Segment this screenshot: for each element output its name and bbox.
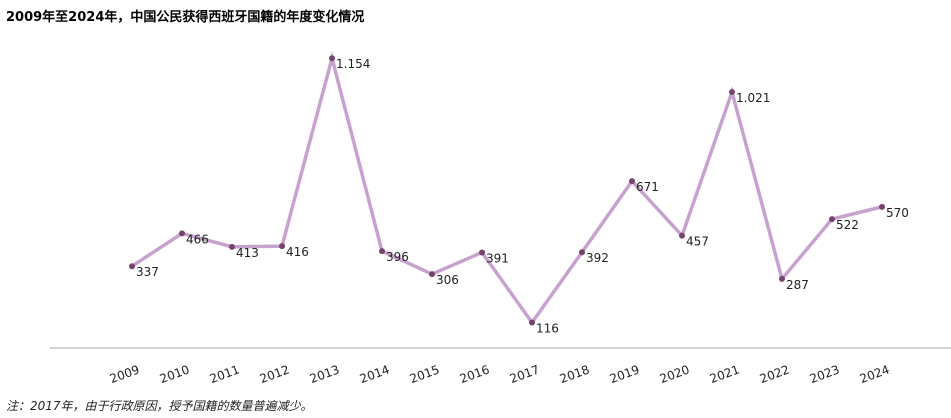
x-tick-label-2020: 2020 bbox=[658, 362, 691, 386]
data-point-2014 bbox=[379, 248, 385, 255]
x-tick-label-2023: 2023 bbox=[808, 362, 841, 386]
x-tick-label-2010: 2010 bbox=[158, 362, 191, 386]
data-point-2012 bbox=[279, 243, 285, 250]
x-tick-label-2012: 2012 bbox=[258, 362, 291, 386]
data-label-2022: 287 bbox=[786, 278, 809, 292]
data-label-2020: 457 bbox=[686, 235, 709, 249]
data-point-2019 bbox=[629, 178, 635, 185]
x-tick-label-2016: 2016 bbox=[458, 362, 491, 386]
data-point-2010 bbox=[179, 230, 185, 237]
x-tick-label-2022: 2022 bbox=[758, 362, 791, 386]
data-label-2021: 1.021 bbox=[736, 91, 770, 105]
data-point-2016 bbox=[479, 249, 485, 256]
data-point-2022 bbox=[779, 275, 785, 282]
series-line bbox=[131, 51, 883, 326]
data-label-2013: 1.154 bbox=[336, 57, 370, 71]
x-tick-label-2021: 2021 bbox=[708, 362, 741, 386]
data-point-2011 bbox=[229, 243, 235, 250]
data-label-2012: 416 bbox=[286, 245, 309, 259]
data-label-2023: 522 bbox=[836, 218, 859, 232]
x-tick-label-2017: 2017 bbox=[508, 362, 541, 386]
data-point-2024 bbox=[879, 203, 885, 210]
x-tick-label-2015: 2015 bbox=[408, 362, 441, 386]
data-label-2009: 337 bbox=[136, 265, 159, 279]
data-point-2009 bbox=[129, 263, 135, 270]
data-label-2014: 396 bbox=[386, 250, 409, 264]
x-tick-label-2018: 2018 bbox=[558, 362, 591, 386]
x-tick-label-2009: 2009 bbox=[108, 362, 141, 386]
data-points bbox=[129, 55, 885, 326]
data-point-2018 bbox=[579, 249, 585, 256]
data-labels: 337 466 413 416 1.154 396 306 391 116 392 671 457 1.… bbox=[136, 57, 909, 335]
data-label-2017: 116 bbox=[536, 321, 559, 335]
data-label-2016: 391 bbox=[486, 251, 509, 265]
x-tick-labels: 2009 2010 2011 2012 2013 2014 2015 2016 2017 2018… bbox=[108, 362, 891, 386]
x-tick-label-2019: 2019 bbox=[608, 362, 641, 386]
chart-title: 2009年至2024年，中国公民获得西班牙国籍的年度变化情况 bbox=[6, 10, 365, 25]
data-point-2021 bbox=[729, 89, 735, 96]
x-tick-label-2024: 2024 bbox=[858, 362, 891, 386]
data-point-2017 bbox=[529, 319, 535, 326]
data-label-2024: 570 bbox=[886, 206, 909, 220]
x-tick-label-2013: 2013 bbox=[308, 362, 341, 386]
data-label-2019: 671 bbox=[636, 180, 659, 194]
data-point-2013 bbox=[329, 55, 335, 62]
x-tick-label-2011: 2011 bbox=[208, 362, 241, 386]
data-point-2015 bbox=[429, 271, 435, 278]
data-label-2018: 392 bbox=[586, 251, 609, 265]
data-point-2023 bbox=[829, 216, 835, 223]
x-tick-label-2014: 2014 bbox=[358, 362, 391, 386]
data-label-2015: 306 bbox=[436, 273, 459, 287]
data-label-2010: 466 bbox=[186, 232, 209, 246]
data-label-2011: 413 bbox=[236, 246, 259, 260]
footnote: 注：2017年，由于行政原因，授予国籍的数量普遍减少。 bbox=[6, 399, 313, 413]
data-point-2020 bbox=[679, 232, 685, 239]
